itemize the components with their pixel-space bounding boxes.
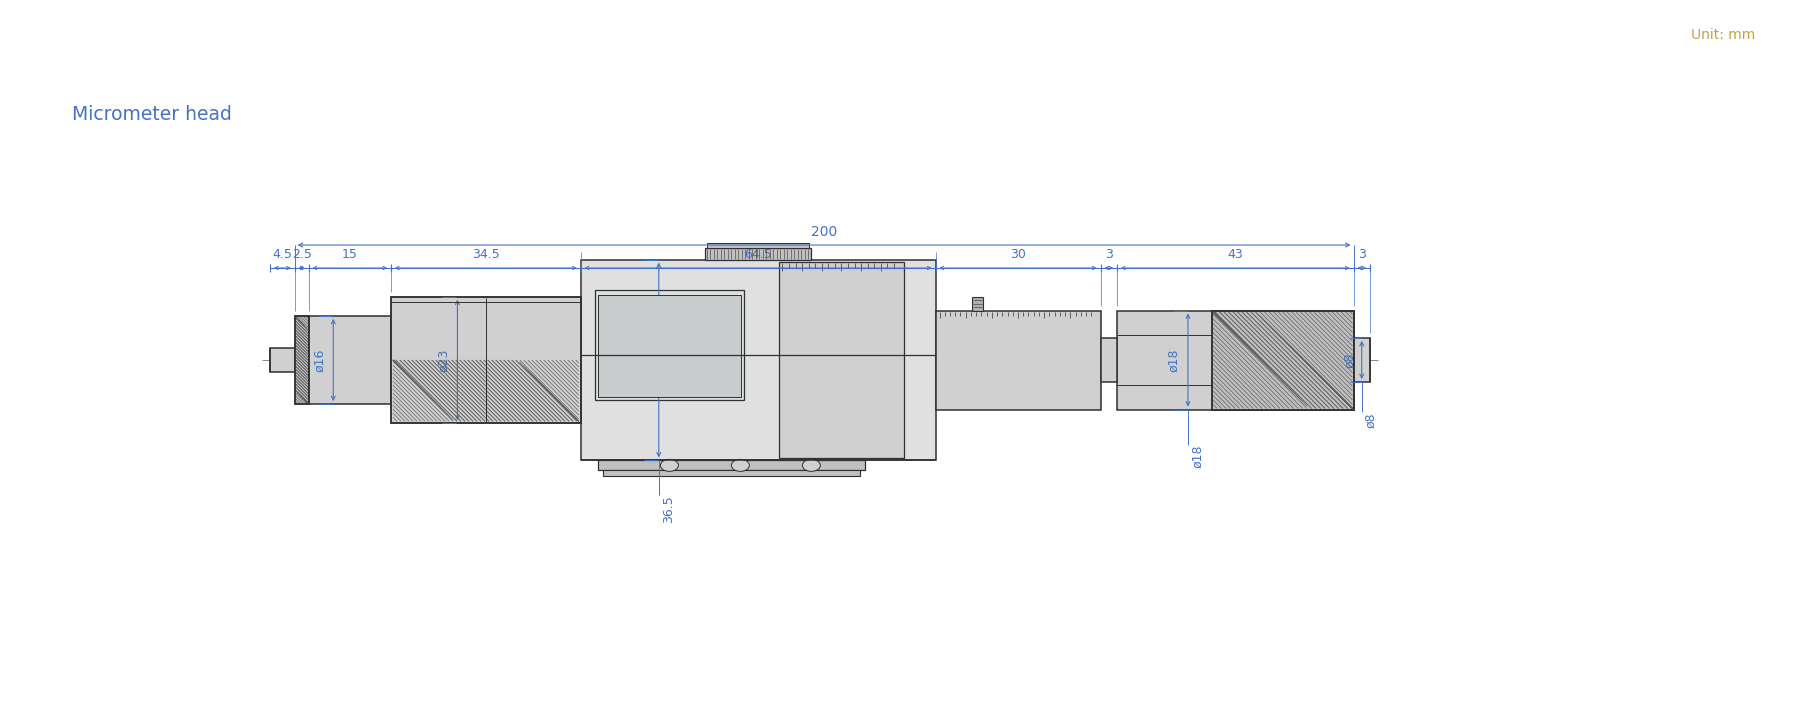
Bar xyxy=(707,243,810,247)
Text: ø18: ø18 xyxy=(1192,444,1204,468)
Text: Micrometer head: Micrometer head xyxy=(72,105,233,124)
Ellipse shape xyxy=(732,460,750,472)
Bar xyxy=(1213,312,1352,408)
Bar xyxy=(936,310,1100,410)
Bar xyxy=(391,297,581,423)
Bar xyxy=(393,360,579,422)
Bar xyxy=(391,297,581,423)
Text: 36.5: 36.5 xyxy=(662,496,674,523)
Bar xyxy=(599,460,865,470)
Text: 200: 200 xyxy=(811,225,837,239)
Text: Unit: mm: Unit: mm xyxy=(1691,28,1754,42)
Ellipse shape xyxy=(615,317,633,343)
Bar xyxy=(270,348,294,372)
Text: ø18: ø18 xyxy=(1168,348,1181,372)
Text: ø23: ø23 xyxy=(436,348,451,372)
Bar xyxy=(599,295,741,397)
Bar xyxy=(294,316,308,404)
Text: ø8: ø8 xyxy=(1363,412,1377,428)
Bar xyxy=(1118,310,1354,410)
Text: 30: 30 xyxy=(1010,248,1026,261)
Bar xyxy=(294,316,308,404)
Bar xyxy=(604,470,860,477)
Ellipse shape xyxy=(660,460,678,472)
Text: ø8: ø8 xyxy=(1343,352,1356,368)
Text: 64.5: 64.5 xyxy=(745,248,772,261)
Text: 34.5: 34.5 xyxy=(472,248,499,261)
Bar xyxy=(1354,338,1370,382)
Bar xyxy=(308,316,391,404)
Bar xyxy=(1212,310,1354,410)
Text: 43: 43 xyxy=(1228,248,1242,261)
Bar xyxy=(779,262,903,458)
Bar xyxy=(1212,310,1354,410)
Text: 36.5: 36.5 xyxy=(640,346,653,374)
Text: 2.5: 2.5 xyxy=(292,248,312,261)
Text: 3: 3 xyxy=(1105,248,1112,261)
Bar xyxy=(595,290,745,400)
Bar xyxy=(705,247,811,259)
Bar xyxy=(972,297,983,310)
Bar xyxy=(581,259,936,460)
Text: 4.5: 4.5 xyxy=(272,248,292,261)
Text: 3: 3 xyxy=(1358,248,1365,261)
Bar xyxy=(294,316,308,404)
Text: ø16: ø16 xyxy=(312,348,326,372)
Bar xyxy=(1100,338,1118,382)
Text: 15: 15 xyxy=(343,248,357,261)
Ellipse shape xyxy=(802,460,820,472)
